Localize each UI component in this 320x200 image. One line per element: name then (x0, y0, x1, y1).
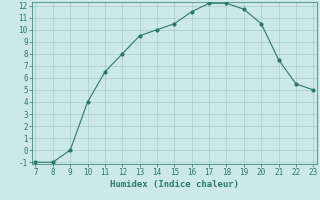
X-axis label: Humidex (Indice chaleur): Humidex (Indice chaleur) (110, 180, 239, 189)
